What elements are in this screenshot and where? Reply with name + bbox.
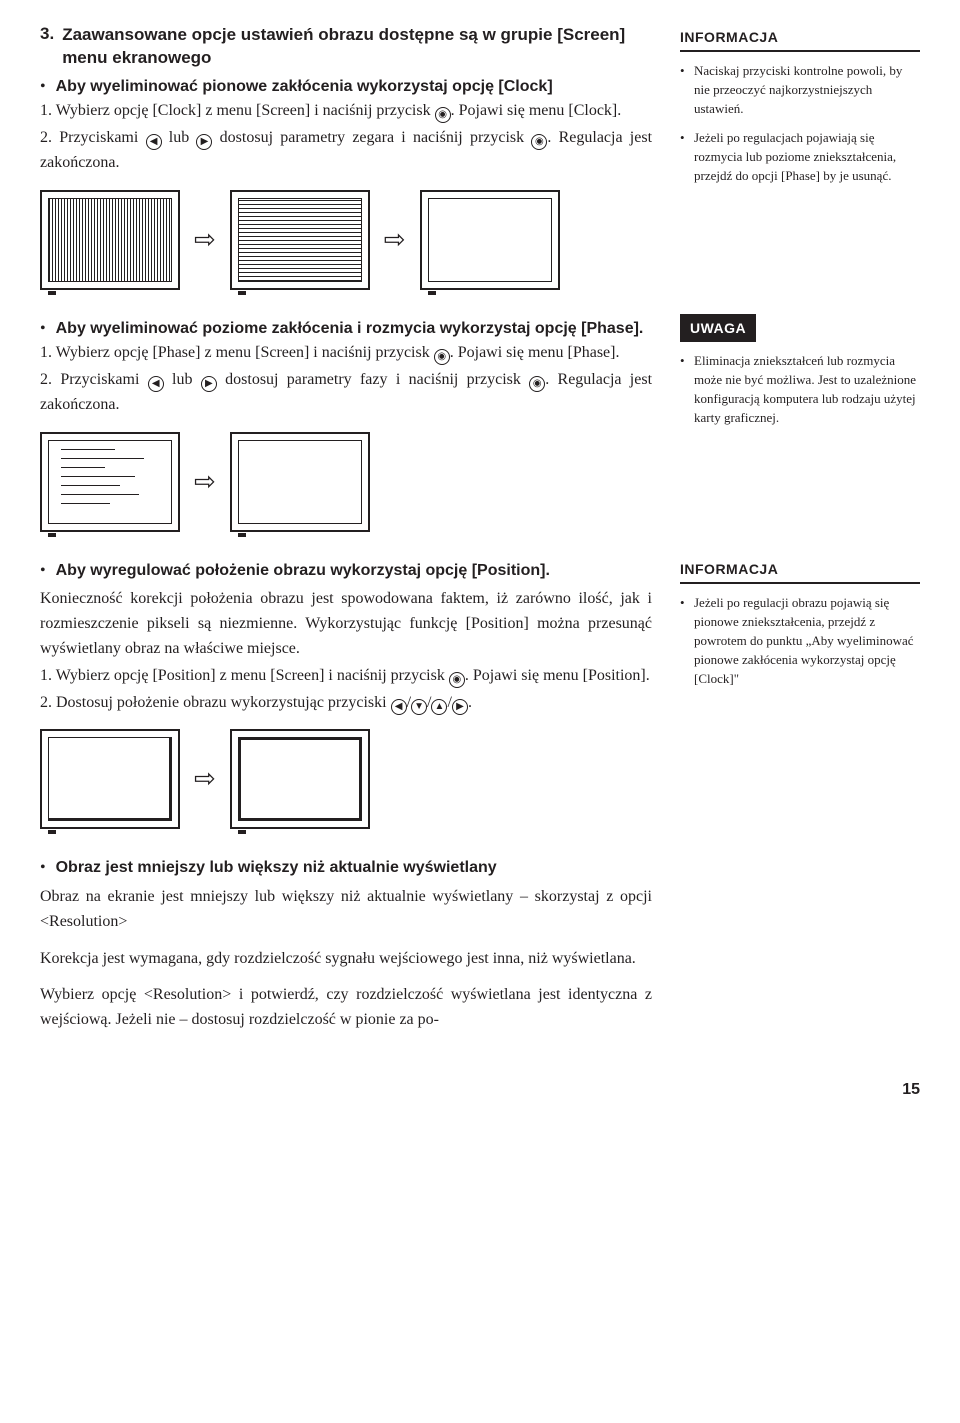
enter-icon: ◉ <box>434 349 450 365</box>
step-text: 1. Wybierz opcję [Clock] z menu [Screen]… <box>40 102 435 119</box>
sidebar-info-2: INFORMACJA Jeżeli po regulacji obrazu po… <box>680 556 920 830</box>
enter-icon: ◉ <box>435 107 451 123</box>
phase-subhead: Aby wyeliminować poziome zakłócenia i ro… <box>56 318 644 340</box>
info-item: Jeżeli po regulacji obrazu pojawią się p… <box>680 594 920 688</box>
resolution-subhead: Obraz jest mniejszy lub większy niż aktu… <box>56 857 497 879</box>
warn-label: UWAGA <box>680 314 756 342</box>
down-icon: ▼ <box>411 699 427 715</box>
step-text: dostosuj parametry fazy i naciśnij przyc… <box>217 371 529 388</box>
monitor-clean <box>230 432 370 532</box>
step-text: lub <box>164 371 201 388</box>
position-subhead: Aby wyregulować położenie obrazu wykorzy… <box>56 560 550 582</box>
clock-step-2: 2. Przyciskami ◀ lub ▶ dostosuj parametr… <box>40 126 652 176</box>
section-number: 3. <box>40 24 54 72</box>
bullet-icon <box>40 562 46 580</box>
resolution-section: Obraz jest mniejszy lub większy niż aktu… <box>40 853 652 1033</box>
info-item: Naciskaj przyciski kontrolne powoli, by … <box>680 62 920 119</box>
monitor-clean <box>230 729 370 829</box>
enter-icon: ◉ <box>529 376 545 392</box>
info-label: INFORMACJA <box>680 556 920 584</box>
phase-diagram: ⇨ <box>40 432 652 532</box>
step-text: 1. Wybierz opcję [Phase] z menu [Screen]… <box>40 344 434 361</box>
arrow-icon: ⇨ <box>194 766 216 792</box>
right-icon: ▶ <box>196 134 212 150</box>
info-label: INFORMACJA <box>680 24 920 52</box>
monitor-clean <box>420 190 560 290</box>
sidebar-empty <box>680 853 920 1033</box>
page-number: 15 <box>40 1081 920 1099</box>
up-icon: ▲ <box>431 699 447 715</box>
warn-item: Eliminacja zniekształceń lub rozmycia mo… <box>680 352 920 427</box>
arrow-icon: ⇨ <box>194 469 216 495</box>
arrow-icon: ⇨ <box>194 227 216 253</box>
step-text: 2. Przyciskami <box>40 129 146 146</box>
phase-section: Aby wyeliminować poziome zakłócenia i ro… <box>40 314 652 532</box>
clock-subhead: Aby wyeliminować pionowe zakłócenia wyko… <box>56 76 553 98</box>
phase-step-2: 2. Przyciskami ◀ lub ▶ dostosuj parametr… <box>40 368 652 418</box>
position-step-1: 1. Wybierz opcję [Position] z menu [Scre… <box>40 664 652 689</box>
section-heading: Zaawansowane opcje ustawień obrazu dostę… <box>62 24 652 70</box>
clock-section: 3. Zaawansowane opcje ustawień obrazu do… <box>40 24 652 290</box>
enter-icon: ◉ <box>449 672 465 688</box>
step-text: . Pojawi się menu [Clock]. <box>451 102 622 119</box>
left-icon: ◀ <box>148 376 164 392</box>
step-text: dostosuj parametry zegara i naciśnij prz… <box>212 129 531 146</box>
right-icon: ▶ <box>201 376 217 392</box>
step-text: . Pojawi się menu [Position]. <box>465 667 650 684</box>
page-container: 3. Zaawansowane opcje ustawień obrazu do… <box>40 24 920 1099</box>
step-text: 2. Przyciskami <box>40 371 148 388</box>
position-section: Aby wyregulować położenie obrazu wykorzy… <box>40 556 652 830</box>
step-text: 1. Wybierz opcję [Position] z menu [Scre… <box>40 667 449 684</box>
sidebar-warn: UWAGA Eliminacja zniekształceń lub rozmy… <box>680 314 920 532</box>
step-text: lub <box>162 129 197 146</box>
bullet-icon <box>40 320 46 338</box>
resolution-p1: Obraz na ekranie jest mniejszy lub więks… <box>40 885 652 935</box>
step-text: . <box>468 694 472 711</box>
position-para: Konieczność korekcji położenia obrazu je… <box>40 587 652 661</box>
step-text: 2. Dostosuj położenie obrazu wykorzystuj… <box>40 694 391 711</box>
info-item: Jeżeli po regulacjach pojawiają się rozm… <box>680 129 920 186</box>
bullet-icon <box>40 859 46 877</box>
clock-step-1: 1. Wybierz opcję [Clock] z menu [Screen]… <box>40 99 652 124</box>
monitor-blurlines <box>40 432 180 532</box>
clock-diagram: ⇨ ⇨ <box>40 190 652 290</box>
sidebar-info-1: INFORMACJA Naciskaj przyciski kontrolne … <box>680 24 920 290</box>
position-diagram: ⇨ <box>40 729 652 829</box>
resolution-p2: Korekcja jest wymagana, gdy rozdzielczoś… <box>40 947 652 972</box>
right-icon: ▶ <box>452 699 468 715</box>
monitor-hstripes <box>230 190 370 290</box>
bullet-icon <box>40 78 46 96</box>
monitor-vstripes <box>40 190 180 290</box>
left-icon: ◀ <box>146 134 162 150</box>
enter-icon: ◉ <box>531 134 547 150</box>
arrow-icon: ⇨ <box>384 227 406 253</box>
resolution-p3: Wybierz opcję <Resolution> i potwierdź, … <box>40 983 652 1033</box>
monitor-offset <box>40 729 180 829</box>
position-step-2: 2. Dostosuj położenie obrazu wykorzystuj… <box>40 691 652 716</box>
phase-step-1: 1. Wybierz opcję [Phase] z menu [Screen]… <box>40 341 652 366</box>
step-text: . Pojawi się menu [Phase]. <box>450 344 620 361</box>
left-icon: ◀ <box>391 699 407 715</box>
